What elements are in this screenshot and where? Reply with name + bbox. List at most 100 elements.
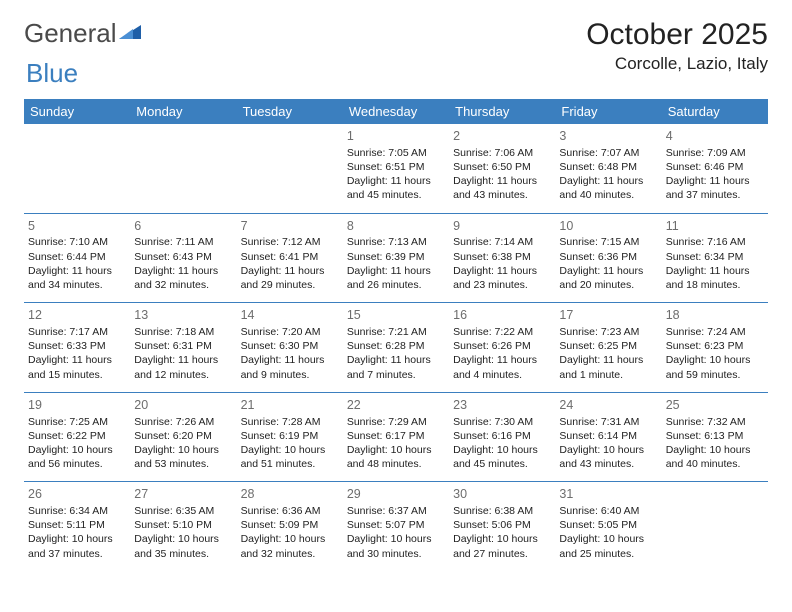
sunrise-line: Sunrise: 7:06 AM [453, 146, 551, 160]
day-number: 24 [559, 397, 657, 414]
sunset-line: Sunset: 6:23 PM [666, 339, 764, 353]
calendar-day-cell: 5Sunrise: 7:10 AMSunset: 6:44 PMDaylight… [24, 213, 130, 303]
calendar-day-cell: 6Sunrise: 7:11 AMSunset: 6:43 PMDaylight… [130, 213, 236, 303]
sunset-line: Sunset: 6:34 PM [666, 250, 764, 264]
daylight-line: Daylight: 11 hours and 45 minutes. [347, 174, 445, 202]
sunset-line: Sunset: 5:07 PM [347, 518, 445, 532]
sunrise-line: Sunrise: 7:31 AM [559, 415, 657, 429]
day-number: 30 [453, 486, 551, 503]
day-number: 3 [559, 128, 657, 145]
day-number: 11 [666, 218, 764, 235]
calendar-day-cell: 17Sunrise: 7:23 AMSunset: 6:25 PMDayligh… [555, 303, 661, 393]
daylight-line: Daylight: 10 hours and 32 minutes. [241, 532, 339, 560]
calendar-day-cell [662, 482, 768, 571]
sunrise-line: Sunrise: 7:21 AM [347, 325, 445, 339]
day-number: 21 [241, 397, 339, 414]
daylight-line: Daylight: 10 hours and 40 minutes. [666, 443, 764, 471]
sunset-line: Sunset: 6:36 PM [559, 250, 657, 264]
daylight-line: Daylight: 10 hours and 25 minutes. [559, 532, 657, 560]
day-number: 17 [559, 307, 657, 324]
day-number: 27 [134, 486, 232, 503]
sunrise-line: Sunrise: 7:12 AM [241, 235, 339, 249]
day-number: 25 [666, 397, 764, 414]
calendar-day-cell: 4Sunrise: 7:09 AMSunset: 6:46 PMDaylight… [662, 124, 768, 213]
calendar-day-cell: 23Sunrise: 7:30 AMSunset: 6:16 PMDayligh… [449, 392, 555, 482]
sunrise-line: Sunrise: 7:26 AM [134, 415, 232, 429]
calendar-day-cell: 21Sunrise: 7:28 AMSunset: 6:19 PMDayligh… [237, 392, 343, 482]
day-number: 28 [241, 486, 339, 503]
day-number: 18 [666, 307, 764, 324]
calendar-day-cell: 16Sunrise: 7:22 AMSunset: 6:26 PMDayligh… [449, 303, 555, 393]
sunrise-line: Sunrise: 7:25 AM [28, 415, 126, 429]
daylight-line: Daylight: 11 hours and 7 minutes. [347, 353, 445, 381]
day-number: 26 [28, 486, 126, 503]
day-number: 4 [666, 128, 764, 145]
sunset-line: Sunset: 6:22 PM [28, 429, 126, 443]
calendar-day-cell: 30Sunrise: 6:38 AMSunset: 5:06 PMDayligh… [449, 482, 555, 571]
day-number: 29 [347, 486, 445, 503]
sunrise-line: Sunrise: 6:38 AM [453, 504, 551, 518]
sunrise-line: Sunrise: 7:13 AM [347, 235, 445, 249]
day-number: 22 [347, 397, 445, 414]
daylight-line: Daylight: 11 hours and 40 minutes. [559, 174, 657, 202]
location: Corcolle, Lazio, Italy [586, 54, 768, 74]
sunset-line: Sunset: 6:44 PM [28, 250, 126, 264]
daylight-line: Daylight: 10 hours and 56 minutes. [28, 443, 126, 471]
day-number: 23 [453, 397, 551, 414]
daylight-line: Daylight: 10 hours and 45 minutes. [453, 443, 551, 471]
sunset-line: Sunset: 6:25 PM [559, 339, 657, 353]
sunrise-line: Sunrise: 7:16 AM [666, 235, 764, 249]
sunrise-line: Sunrise: 7:32 AM [666, 415, 764, 429]
day-number: 15 [347, 307, 445, 324]
sunrise-line: Sunrise: 7:29 AM [347, 415, 445, 429]
calendar-day-cell [130, 124, 236, 213]
calendar-day-cell: 15Sunrise: 7:21 AMSunset: 6:28 PMDayligh… [343, 303, 449, 393]
calendar-week-row: 19Sunrise: 7:25 AMSunset: 6:22 PMDayligh… [24, 392, 768, 482]
logo-text-general: General [24, 18, 117, 49]
sunset-line: Sunset: 6:19 PM [241, 429, 339, 443]
calendar-week-row: 12Sunrise: 7:17 AMSunset: 6:33 PMDayligh… [24, 303, 768, 393]
calendar-day-cell: 27Sunrise: 6:35 AMSunset: 5:10 PMDayligh… [130, 482, 236, 571]
day-number: 8 [347, 218, 445, 235]
sunrise-line: Sunrise: 7:20 AM [241, 325, 339, 339]
calendar-table: SundayMondayTuesdayWednesdayThursdayFrid… [24, 99, 768, 571]
sunrise-line: Sunrise: 7:17 AM [28, 325, 126, 339]
calendar-day-cell: 22Sunrise: 7:29 AMSunset: 6:17 PMDayligh… [343, 392, 449, 482]
calendar-day-cell: 24Sunrise: 7:31 AMSunset: 6:14 PMDayligh… [555, 392, 661, 482]
sunrise-line: Sunrise: 7:23 AM [559, 325, 657, 339]
weekday-header: Friday [555, 99, 661, 124]
daylight-line: Daylight: 11 hours and 18 minutes. [666, 264, 764, 292]
daylight-line: Daylight: 11 hours and 29 minutes. [241, 264, 339, 292]
sunrise-line: Sunrise: 6:35 AM [134, 504, 232, 518]
weekday-header: Thursday [449, 99, 555, 124]
daylight-line: Daylight: 10 hours and 30 minutes. [347, 532, 445, 560]
calendar-day-cell: 25Sunrise: 7:32 AMSunset: 6:13 PMDayligh… [662, 392, 768, 482]
sunrise-line: Sunrise: 7:07 AM [559, 146, 657, 160]
calendar-day-cell: 8Sunrise: 7:13 AMSunset: 6:39 PMDaylight… [343, 213, 449, 303]
day-number: 6 [134, 218, 232, 235]
day-number: 7 [241, 218, 339, 235]
sunrise-line: Sunrise: 7:28 AM [241, 415, 339, 429]
logo: General [24, 18, 147, 49]
calendar-day-cell: 29Sunrise: 6:37 AMSunset: 5:07 PMDayligh… [343, 482, 449, 571]
calendar-week-row: 1Sunrise: 7:05 AMSunset: 6:51 PMDaylight… [24, 124, 768, 213]
sunset-line: Sunset: 6:43 PM [134, 250, 232, 264]
sunrise-line: Sunrise: 7:14 AM [453, 235, 551, 249]
daylight-line: Daylight: 10 hours and 27 minutes. [453, 532, 551, 560]
daylight-line: Daylight: 11 hours and 26 minutes. [347, 264, 445, 292]
sunset-line: Sunset: 6:30 PM [241, 339, 339, 353]
weekday-header: Tuesday [237, 99, 343, 124]
calendar-day-cell: 31Sunrise: 6:40 AMSunset: 5:05 PMDayligh… [555, 482, 661, 571]
sunrise-line: Sunrise: 7:11 AM [134, 235, 232, 249]
day-number: 31 [559, 486, 657, 503]
sunset-line: Sunset: 6:26 PM [453, 339, 551, 353]
sunset-line: Sunset: 6:20 PM [134, 429, 232, 443]
daylight-line: Daylight: 10 hours and 37 minutes. [28, 532, 126, 560]
calendar-day-cell: 7Sunrise: 7:12 AMSunset: 6:41 PMDaylight… [237, 213, 343, 303]
sunset-line: Sunset: 6:39 PM [347, 250, 445, 264]
calendar-day-cell [237, 124, 343, 213]
calendar-day-cell [24, 124, 130, 213]
sunrise-line: Sunrise: 6:37 AM [347, 504, 445, 518]
day-number: 2 [453, 128, 551, 145]
day-number: 10 [559, 218, 657, 235]
